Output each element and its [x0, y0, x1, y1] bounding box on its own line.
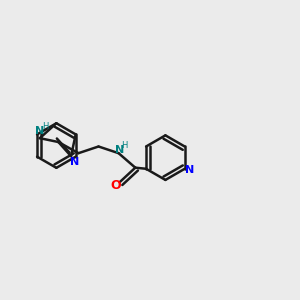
Text: N: N — [70, 157, 79, 166]
Text: N: N — [35, 126, 44, 136]
Text: N: N — [185, 165, 195, 175]
Text: H: H — [42, 122, 48, 131]
Text: H: H — [121, 141, 127, 150]
Text: N: N — [115, 145, 124, 154]
Text: O: O — [110, 178, 121, 192]
